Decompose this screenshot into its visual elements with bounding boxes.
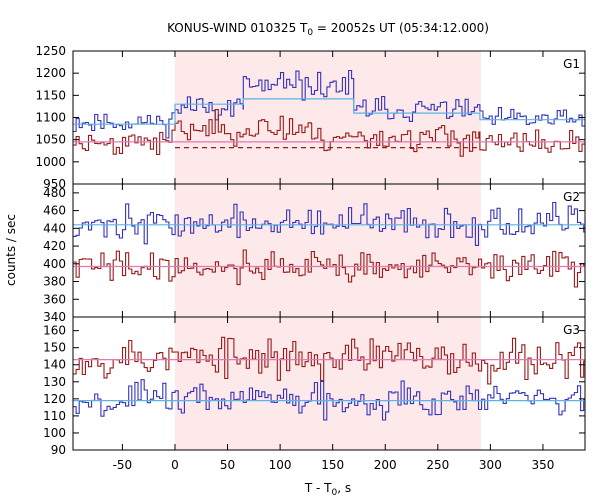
chart-title-subscript: 0 — [307, 28, 313, 38]
chart-title: KONUS-WIND 010325 T0 = 20052s UT (05:34:… — [167, 21, 489, 38]
panel-g2-plot-area — [73, 201, 585, 288]
x-tick-label: 100 — [269, 458, 292, 472]
y-tick-label: 120 — [43, 392, 66, 406]
y-tick-label: 1200 — [35, 66, 66, 80]
y-axis-label: counts / sec — [4, 214, 18, 286]
y-tick-label: 1100 — [35, 111, 66, 125]
x-tick-label: 350 — [531, 458, 554, 472]
y-tick-label: 1050 — [35, 133, 66, 147]
burst-interval-shading — [174, 51, 481, 450]
panel-label: G1 — [563, 57, 580, 71]
x-axis-label-subscript: 0 — [332, 488, 338, 498]
y-tick-label: 400 — [43, 257, 66, 271]
panel-g3-counts-series-1 — [73, 379, 585, 421]
panel-g3-plot-area — [73, 336, 585, 421]
y-tick-label: 1250 — [35, 44, 66, 58]
panel-g3-frame — [72, 316, 586, 451]
y-tick-label: 480 — [43, 186, 66, 200]
x-tick-label: 250 — [426, 458, 449, 472]
x-tick-label: 0 — [171, 458, 179, 472]
panel-g3-counts-series-0 — [73, 336, 585, 385]
panel-g3: 90 100 110 120 130 140 150 160 G3 — [43, 316, 586, 457]
x-tick-label: 50 — [220, 458, 235, 472]
y-tick-label: 100 — [43, 426, 66, 440]
panel-g1-counts-series-1 — [73, 109, 585, 157]
y-tick-label: 140 — [43, 358, 66, 372]
y-tick-label: 360 — [43, 292, 66, 306]
x-tick-label: 150 — [321, 458, 344, 472]
y-tick-label: 90 — [51, 443, 66, 457]
y-tick-label: 130 — [43, 375, 66, 389]
x-tick-label: 200 — [374, 458, 397, 472]
panel-label: G3 — [563, 323, 580, 337]
panel-g1-counts-series-0 — [73, 69, 585, 139]
panel-g1-plot-area — [73, 69, 585, 157]
y-tick-label: 440 — [43, 221, 66, 235]
y-tick-label: 1150 — [35, 88, 66, 102]
y-tick-label: 460 — [43, 204, 66, 218]
y-tick-label: 150 — [43, 341, 66, 355]
y-tick-label: 1000 — [35, 155, 66, 169]
y-tick-label: 380 — [43, 275, 66, 289]
y-tick-label: 110 — [43, 409, 66, 423]
x-axis-label: T - T0, s — [304, 481, 351, 498]
panel-g1: 950 1000 1050 1100 1150 1200 1250 G1 — [35, 44, 586, 191]
x-tick-label: 300 — [479, 458, 502, 472]
y-tick-label: 950 — [43, 177, 66, 191]
panel-g1-background-series-2 — [73, 98, 585, 125]
x-tick-label: -50 — [113, 458, 133, 472]
chart-panels: 950100010501100115012001250G134036038040… — [35, 44, 586, 472]
y-tick-label: 340 — [43, 310, 66, 324]
y-tick-label: 160 — [43, 324, 66, 338]
panel-g2-counts-series-1 — [73, 249, 585, 288]
y-tick-label: 420 — [43, 239, 66, 253]
panel-label: G2 — [563, 190, 580, 204]
